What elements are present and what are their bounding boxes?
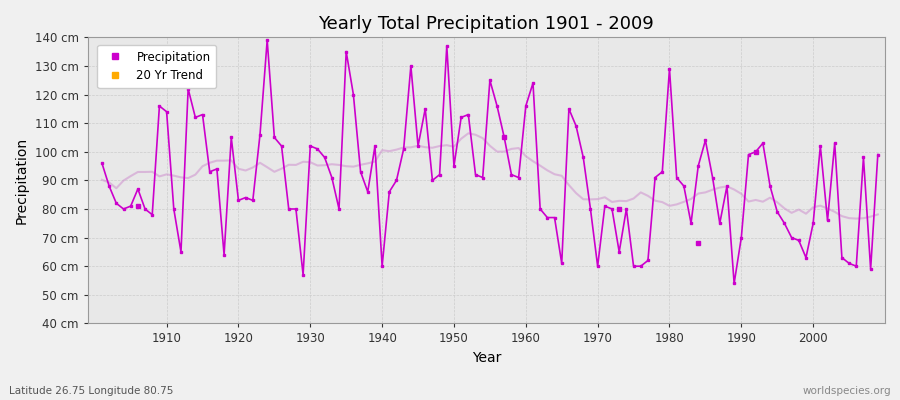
- Y-axis label: Precipitation: Precipitation: [15, 137, 29, 224]
- Legend: Precipitation, 20 Yr Trend: Precipitation, 20 Yr Trend: [97, 45, 217, 88]
- Text: Latitude 26.75 Longitude 80.75: Latitude 26.75 Longitude 80.75: [9, 386, 174, 396]
- Title: Yearly Total Precipitation 1901 - 2009: Yearly Total Precipitation 1901 - 2009: [319, 15, 654, 33]
- Text: worldspecies.org: worldspecies.org: [803, 386, 891, 396]
- X-axis label: Year: Year: [472, 351, 501, 365]
